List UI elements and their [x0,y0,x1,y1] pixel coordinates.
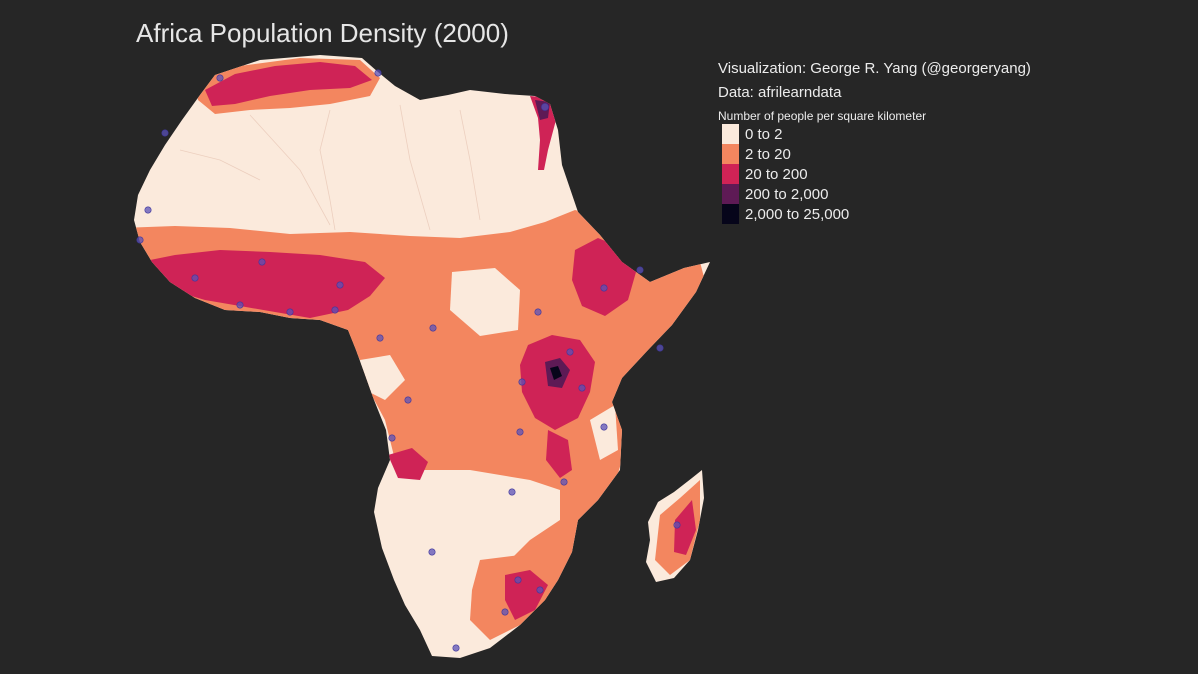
city-marker [404,396,412,404]
density-nile [530,96,556,170]
legend-item: 0 to 2 [722,124,849,144]
city-marker [560,478,568,486]
density-lake-victoria [550,366,562,380]
city-marker [508,488,516,496]
city-marker [536,586,544,594]
city-markers [136,69,681,652]
legend-item: 20 to 200 [722,164,849,184]
city-marker [636,266,644,274]
city-marker [600,284,608,292]
data-credit: Data: afrilearndata [718,84,842,101]
density-pocket-low [450,268,520,336]
credits: Visualization: George R. Yang (@georgery… [718,60,1031,127]
map-title: Africa Population Density (2000) [136,18,509,48]
legend-swatch [722,204,739,224]
legend-item: 2,000 to 25,000 [722,204,849,224]
legend-label: 200 to 2,000 [745,185,829,203]
city-marker [336,281,344,289]
city-marker [501,608,509,616]
city-marker [216,74,224,82]
visualization-credit: Visualization: George R. Yang (@georgery… [718,60,1031,77]
legend-swatch [722,184,739,204]
density-madagascar-high [674,500,696,555]
legend-item: 200 to 2,000 [722,184,849,204]
city-marker [286,308,294,316]
legend-title: Number of people per square kilometer [718,109,927,123]
city-marker [374,69,382,77]
road-lines [179,104,481,231]
density-west-africa [140,250,385,318]
legend-swatch [722,144,739,164]
legend-swatch [722,124,739,144]
city-marker [144,206,152,214]
legend-item: 2 to 20 [722,144,849,164]
city-marker [429,324,437,332]
density-north-coast-high [205,62,372,106]
city-marker [191,274,199,282]
city-marker [518,378,526,386]
density-angola-coast [388,448,428,480]
city-marker [236,301,244,309]
city-marker [600,423,608,431]
density-malawi [546,430,572,478]
city-marker [534,308,542,316]
city-marker [136,236,144,244]
legend-label: 2 to 20 [745,145,791,163]
city-marker [516,428,524,436]
city-marker [258,258,266,266]
legend: 0 to 2 2 to 20 20 to 200 200 to 2,000 2,… [722,124,849,224]
density-pocket-low [590,405,618,460]
legend-swatch [722,164,739,184]
legend-label: 20 to 200 [745,165,808,183]
city-marker [376,334,384,342]
city-marker [578,384,586,392]
city-marker [331,306,339,314]
city-marker [161,129,169,137]
city-marker [541,103,549,111]
city-marker [656,344,664,352]
legend-label: 0 to 2 [745,125,783,143]
city-marker [566,348,574,356]
city-marker [673,521,681,529]
city-marker [428,548,436,556]
density-pocket-low [360,355,405,400]
city-marker [514,576,522,584]
city-marker [388,434,396,442]
city-marker [452,644,460,652]
legend-label: 2,000 to 25,000 [745,205,850,223]
